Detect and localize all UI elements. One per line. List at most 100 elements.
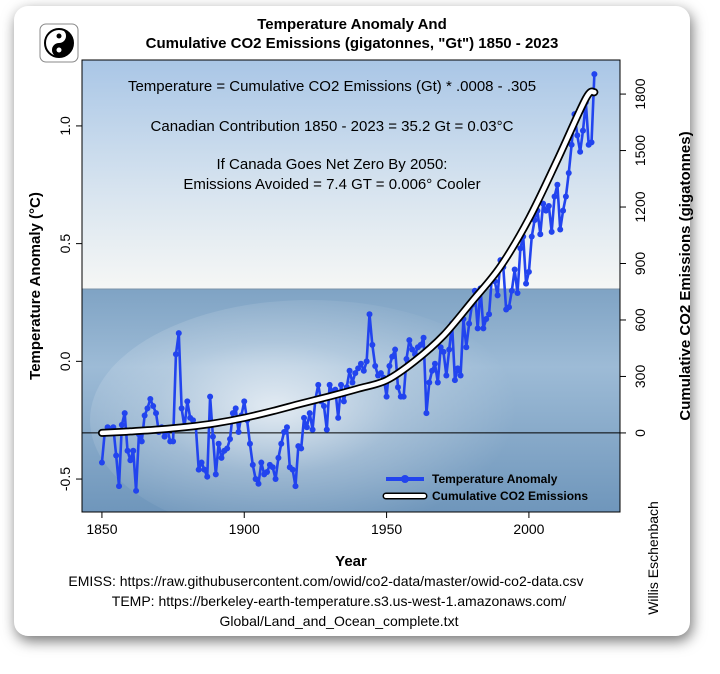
y-tick-label: 0.0 <box>57 351 73 371</box>
temperature-point <box>326 381 333 388</box>
temperature-point <box>394 384 401 391</box>
temperature-point <box>431 360 438 367</box>
source-temperature-line2: Global/Land_and_Ocean_complete.txt <box>220 613 459 629</box>
x-tick-label: 1950 <box>371 521 402 537</box>
temperature-point <box>528 233 535 240</box>
temperature-point <box>229 410 236 417</box>
temperature-point <box>420 334 427 341</box>
temperature-point <box>406 337 413 344</box>
temperature-point <box>392 346 399 353</box>
temperature-point <box>588 139 595 146</box>
temperature-point <box>562 193 569 200</box>
y-axis-left: -0.5 0.0 0.5 1.0 <box>57 116 82 491</box>
y-axis-right: 0 300 600 900 1200 1500 1800 <box>620 78 648 437</box>
temperature-point <box>315 381 322 388</box>
temperature-point <box>446 346 453 353</box>
y2-tick-label: 1800 <box>632 78 648 109</box>
temperature-point <box>363 358 370 365</box>
temperature-point <box>403 355 410 362</box>
y2-tick-label: 0 <box>632 429 648 437</box>
temperature-point <box>320 403 327 410</box>
source-emissions: EMISS: https://raw.githubusercontent.com… <box>68 573 583 589</box>
temperature-point <box>118 421 125 428</box>
temperature-point <box>138 438 145 445</box>
temperature-point <box>212 471 219 478</box>
plot-frame <box>81 59 621 513</box>
y2-tick-label: 600 <box>632 308 648 332</box>
temperature-point <box>298 445 305 452</box>
temperature-point <box>153 410 160 417</box>
temperature-point <box>508 287 515 294</box>
temperature-point <box>383 393 390 400</box>
temperature-point <box>301 414 308 421</box>
temperature-point <box>207 393 214 400</box>
temperature-point <box>349 379 356 386</box>
temperature-point <box>204 473 211 480</box>
temperature-point <box>289 466 296 473</box>
temperature-point <box>121 410 128 417</box>
temperature-point <box>568 141 575 148</box>
temperature-point <box>486 311 493 318</box>
x-axis: 1850 1900 1950 2000 <box>86 512 545 537</box>
temperature-point <box>480 325 487 332</box>
x-tick-label: 1850 <box>86 521 117 537</box>
temperature-point <box>494 292 501 299</box>
x-tick-label: 2000 <box>513 521 544 537</box>
temperature-point <box>440 348 447 355</box>
temperature-point <box>360 367 367 374</box>
temperature-point <box>269 464 276 471</box>
temperature-point <box>554 181 561 188</box>
yin-yang-logo <box>39 23 79 63</box>
legend-temperature-label: Temperature Anomaly <box>432 472 558 486</box>
annotation-netzero-line1: If Canada Goes Net Zero By 2050: <box>217 156 448 173</box>
y2-tick-label: 1500 <box>632 135 648 166</box>
temperature-point <box>124 447 131 454</box>
y2-tick-label: 1200 <box>632 191 648 222</box>
temperature-point <box>232 405 239 412</box>
temperature-point <box>283 424 290 431</box>
annotation-netzero-line2: Emissions Avoided = 7.4 GT = 0.006° Cool… <box>183 176 480 193</box>
temperature-point <box>340 398 347 405</box>
temperature-point <box>579 127 586 134</box>
temperature-point <box>400 393 407 400</box>
temperature-point <box>224 445 231 452</box>
temperature-point <box>357 360 364 367</box>
temperature-point <box>133 487 140 494</box>
temperature-point <box>474 325 481 332</box>
temperature-point <box>386 363 393 370</box>
temperature-point <box>306 410 313 417</box>
temperature-point <box>161 433 168 440</box>
temperature-point <box>451 377 458 384</box>
temperature-point <box>275 454 282 461</box>
temperature-point <box>116 483 123 490</box>
temperature-point <box>577 148 584 155</box>
temperature-point <box>113 452 120 459</box>
temperature-point <box>574 132 581 139</box>
source-temperature-line1: TEMP: https://berkeley-earth-temperature… <box>112 593 567 609</box>
temperature-point <box>437 344 444 351</box>
temperature-point <box>426 379 433 386</box>
chart-title-line1: Temperature Anomaly And <box>257 16 446 33</box>
temperature-point <box>241 398 248 405</box>
temperature-point <box>272 476 279 483</box>
temperature-point <box>389 353 396 360</box>
temperature-point <box>525 268 532 275</box>
temperature-point <box>511 266 518 273</box>
temperature-point <box>560 207 567 214</box>
y2-tick-label: 300 <box>632 365 648 389</box>
temperature-point <box>372 363 379 370</box>
temperature-point <box>537 231 544 238</box>
y-tick-label: -0.5 <box>57 467 73 491</box>
temperature-point <box>463 344 470 351</box>
temperature-point <box>557 226 564 233</box>
temperature-point <box>172 351 179 358</box>
temperature-point <box>215 440 222 447</box>
temperature-point <box>255 480 262 487</box>
y-tick-label: 1.0 <box>57 116 73 136</box>
temperature-point <box>227 436 234 443</box>
temperature-point <box>551 193 558 200</box>
temperature-point <box>309 426 316 433</box>
temperature-point <box>542 207 549 214</box>
temperature-point <box>466 320 473 327</box>
